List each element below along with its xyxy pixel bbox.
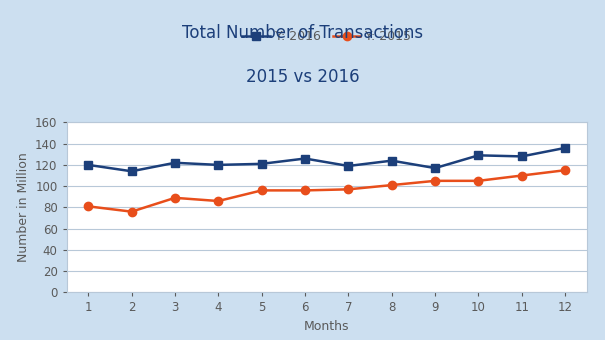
Y: 2015: (4, 86): 2015: (4, 86) (215, 199, 222, 203)
Y: 2016: (8, 124): 2016: (8, 124) (388, 158, 396, 163)
Y: 2016: (3, 122): 2016: (3, 122) (171, 161, 178, 165)
Line: Y: 2016: Y: 2016 (84, 144, 569, 175)
Y: 2016: (4, 120): 2016: (4, 120) (215, 163, 222, 167)
Y: 2015: (9, 105): 2015: (9, 105) (431, 179, 439, 183)
Y: 2015: (2, 76): 2015: (2, 76) (128, 209, 136, 214)
Y-axis label: Number in Million: Number in Million (16, 153, 30, 262)
Y: 2016: (1, 120): 2016: (1, 120) (85, 163, 92, 167)
Y: 2016: (7, 119): 2016: (7, 119) (345, 164, 352, 168)
Y: 2015: (12, 115): 2015: (12, 115) (561, 168, 569, 172)
Y: 2015: (6, 96): 2015: (6, 96) (301, 188, 309, 192)
Y: 2016: (5, 121): 2016: (5, 121) (258, 162, 266, 166)
Y: 2016: (9, 117): 2016: (9, 117) (431, 166, 439, 170)
Y: 2015: (10, 105): 2015: (10, 105) (475, 179, 482, 183)
Text: 2015 vs 2016: 2015 vs 2016 (246, 68, 359, 86)
Y: 2016: (12, 136): 2016: (12, 136) (561, 146, 569, 150)
Y: 2016: (2, 114): 2016: (2, 114) (128, 169, 136, 173)
Y: 2016: (11, 128): 2016: (11, 128) (518, 154, 525, 158)
Legend: Y: 2016, Y: 2015: Y: 2016, Y: 2015 (242, 30, 411, 43)
Y: 2016: (10, 129): 2016: (10, 129) (475, 153, 482, 157)
Y: 2015: (3, 89): 2015: (3, 89) (171, 196, 178, 200)
Y: 2015: (11, 110): 2015: (11, 110) (518, 173, 525, 177)
Text: Total Number of Transactions: Total Number of Transactions (182, 24, 423, 42)
Y: 2015: (8, 101): 2015: (8, 101) (388, 183, 396, 187)
X-axis label: Months: Months (304, 320, 350, 333)
Line: Y: 2015: Y: 2015 (84, 166, 569, 216)
Y: 2015: (7, 97): 2015: (7, 97) (345, 187, 352, 191)
Y: 2015: (5, 96): 2015: (5, 96) (258, 188, 266, 192)
Y: 2015: (1, 81): 2015: (1, 81) (85, 204, 92, 208)
Y: 2016: (6, 126): 2016: (6, 126) (301, 156, 309, 160)
